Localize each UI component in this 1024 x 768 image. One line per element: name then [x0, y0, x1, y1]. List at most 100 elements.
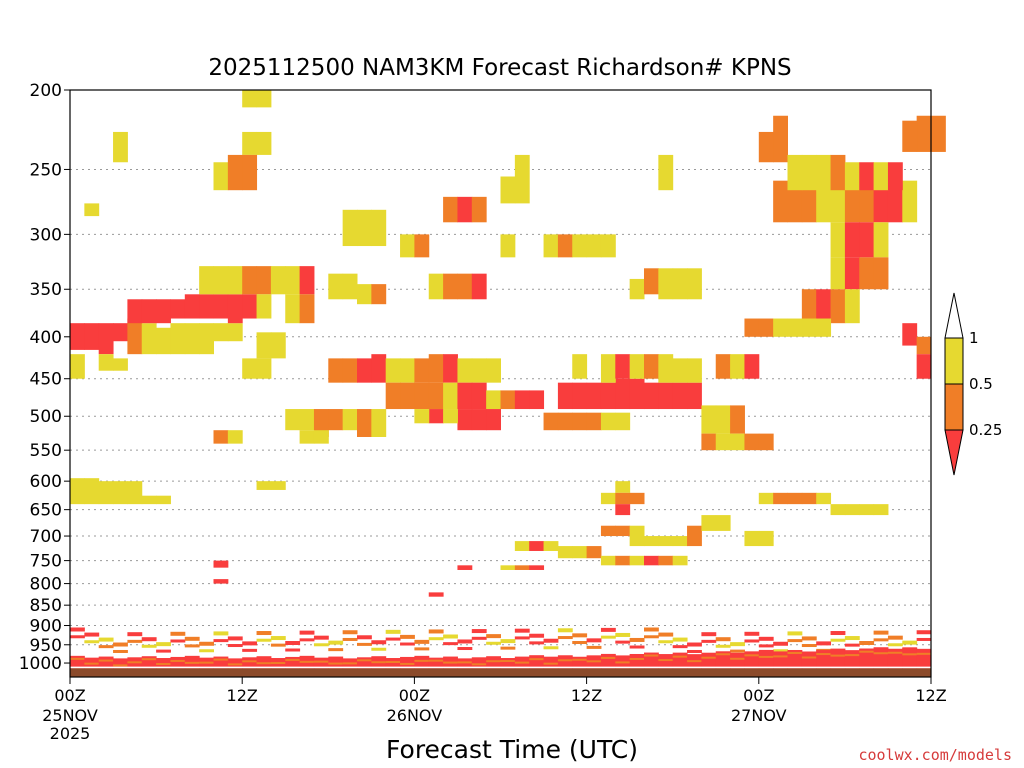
surface-cell: [557, 655, 573, 669]
richardson-cell: [328, 273, 344, 300]
richardson-cell: [529, 390, 545, 410]
richardson-cell: [859, 257, 875, 290]
richardson-cell: [844, 162, 860, 191]
richardson-cell: [658, 536, 674, 547]
richardson-cell: [184, 323, 200, 355]
richardson-cell: [715, 637, 731, 642]
surface-cell: [543, 656, 559, 669]
richardson-cell: [457, 382, 473, 410]
richardson-cell: [557, 412, 573, 431]
richardson-cell: [672, 555, 688, 566]
richardson-cell: [859, 641, 875, 646]
surface-cell: [70, 657, 85, 660]
surface-cell: [342, 662, 358, 665]
richardson-cell: [586, 234, 602, 258]
richardson-cell: [70, 627, 85, 632]
richardson-cell: [629, 555, 645, 566]
richardson-cell: [715, 433, 731, 451]
richardson-cell: [385, 382, 401, 410]
richardson-cell: [873, 162, 889, 191]
richardson-cell: [443, 196, 458, 223]
richardson-cell: [758, 433, 774, 451]
richardson-cell: [113, 642, 128, 647]
richardson-cell: [902, 120, 918, 152]
richardson-cell: [730, 642, 745, 647]
richardson-cell: [371, 209, 387, 247]
richardson-cell: [199, 641, 214, 646]
richardson-cell: [414, 234, 430, 258]
surface-cell: [701, 656, 717, 659]
richardson-cell: [127, 481, 143, 505]
richardson-cell: [70, 635, 85, 639]
richardson-cell: [773, 492, 788, 505]
richardson-cell: [328, 648, 344, 652]
richardson-cell: [514, 628, 530, 633]
richardson-cell: [887, 180, 903, 223]
richardson-cell: [443, 382, 458, 410]
richardson-cell: [84, 640, 100, 644]
richardson-cell: [414, 409, 430, 424]
surface-cell: [328, 662, 344, 665]
richardson-cell: [773, 649, 788, 653]
richardson-cell: [486, 641, 501, 645]
richardson-cell: [443, 409, 458, 424]
surface-cell: [859, 648, 875, 669]
richardson-cell: [127, 318, 143, 355]
surface-cell: [600, 653, 616, 669]
richardson-cell: [270, 643, 286, 647]
richardson-cell: [514, 636, 530, 640]
richardson-cell: [543, 541, 559, 551]
surface-cell: [629, 657, 645, 660]
richardson-cell: [156, 642, 171, 647]
richardson-cell: [644, 555, 659, 566]
x-tick-label: 00Z: [743, 686, 774, 705]
richardson-cell: [844, 289, 860, 324]
richardson-cell: [256, 631, 272, 636]
richardson-cell: [816, 641, 832, 646]
richardson-cell: [687, 268, 702, 300]
surface-cell: [170, 656, 186, 669]
y-tick-label: 550: [30, 441, 62, 461]
richardson-cell: [113, 481, 128, 505]
richardson-cell: [285, 648, 301, 652]
richardson-cell: [428, 637, 444, 641]
richardson-cell: [801, 154, 817, 191]
richardson-cell: [859, 222, 875, 258]
surface-cell: [816, 650, 832, 669]
richardson-cell: [902, 180, 918, 223]
richardson-cell: [644, 627, 659, 632]
richardson-cell: [242, 266, 258, 295]
richardson-cell: [644, 382, 659, 410]
richardson-cell: [586, 412, 602, 431]
surface-cell: [687, 660, 702, 663]
legend-swatch-yellow: [944, 337, 964, 385]
richardson-cell: [443, 634, 458, 639]
richardson-cell: [213, 560, 229, 568]
surface-cell: [830, 654, 846, 657]
richardson-cell: [758, 636, 774, 641]
richardson-cell: [572, 234, 588, 258]
richardson-cell: [199, 649, 214, 653]
richardson-cell: [256, 266, 272, 295]
surface-cell: [213, 658, 229, 661]
richardson-cell: [816, 289, 832, 324]
richardson-cell: [113, 649, 128, 653]
richardson-cell: [385, 629, 401, 634]
richardson-cell: [428, 629, 444, 634]
y-tick-label: 250: [30, 160, 62, 180]
richardson-cell: [887, 162, 903, 191]
richardson-cell: [500, 390, 516, 410]
surface-cell: [816, 653, 832, 656]
richardson-cell: [887, 635, 903, 640]
richardson-cell: [615, 412, 631, 431]
surface-cell: [672, 655, 688, 658]
surface-cell: [572, 656, 588, 669]
richardson-cell: [428, 354, 444, 383]
richardson-cell: [242, 90, 258, 108]
richardson-cell: [299, 630, 315, 635]
legend-swatch-gt1: [944, 292, 964, 339]
richardson-cell: [357, 409, 372, 437]
richardson-cell: [744, 354, 760, 379]
surface-cell: [887, 651, 903, 654]
